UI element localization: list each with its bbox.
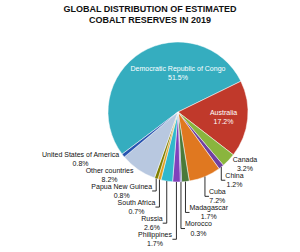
svg-text:Democratic Republic of Congo51: Democratic Republic of Congo51.5%: [130, 65, 225, 81]
svg-text:Papua New Guinea0.8%: Papua New Guinea0.8%: [91, 183, 152, 199]
svg-text:Australia17.2%: Australia17.2%: [210, 109, 237, 125]
svg-text:Philippines1.7%: Philippines1.7%: [138, 231, 172, 247]
svg-text:GLOBAL DISTRIBUTION OF ESTIMAT: GLOBAL DISTRIBUTION OF ESTIMATEDCOBALT R…: [63, 4, 237, 26]
svg-text:Morocco0.3%: Morocco0.3%: [185, 220, 212, 236]
svg-text:Canada3.2%: Canada3.2%: [233, 156, 258, 172]
svg-text:United States of America0.8%: United States of America0.8%: [42, 151, 119, 167]
svg-text:Russia2.6%: Russia2.6%: [141, 215, 163, 231]
svg-text:Cuba7.2%: Cuba7.2%: [209, 188, 226, 204]
svg-text:Other countries8.2%: Other countries8.2%: [86, 167, 134, 183]
svg-text:South Africa0.7%: South Africa0.7%: [118, 199, 156, 215]
svg-text:China1.2%: China1.2%: [225, 172, 243, 188]
svg-text:Madagascar1.7%: Madagascar1.7%: [190, 204, 229, 220]
